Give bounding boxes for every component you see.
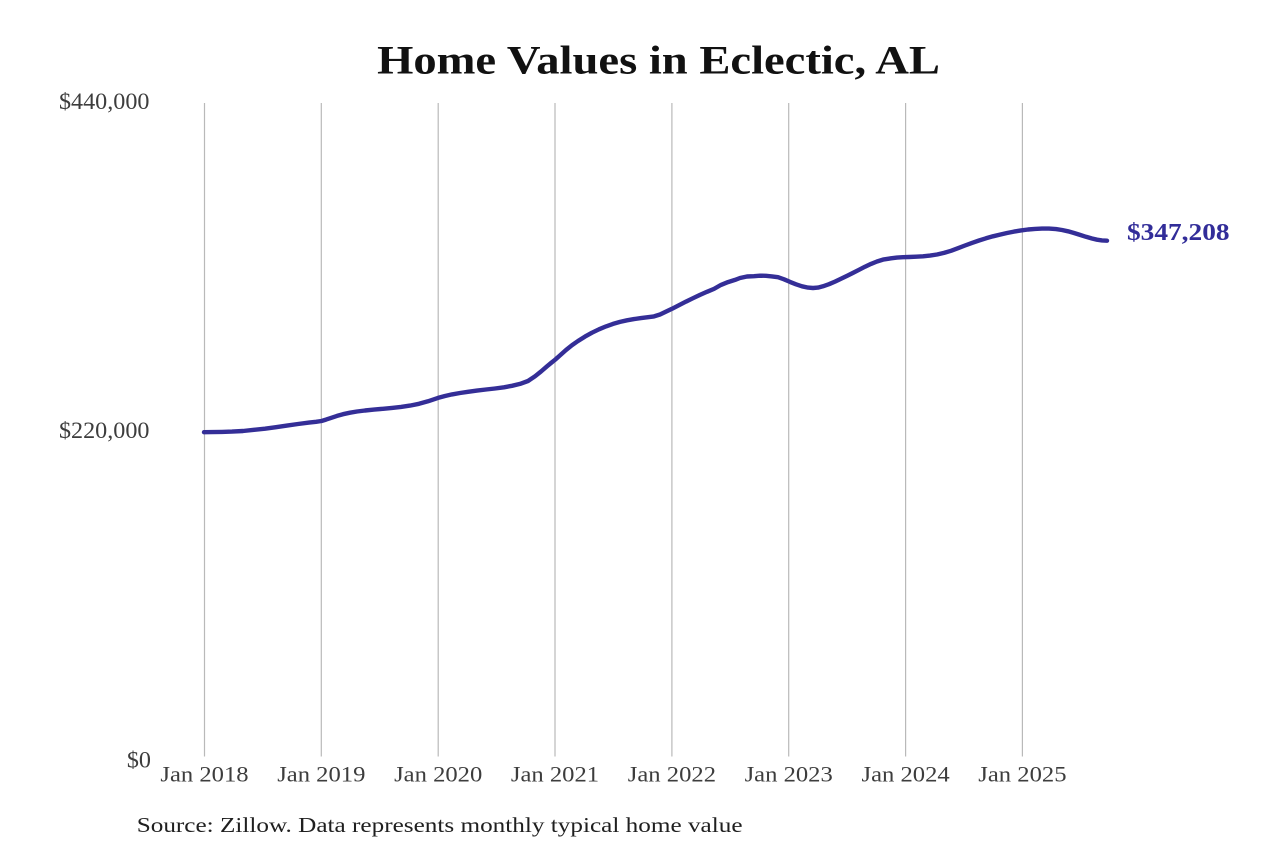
svg-text:Jan 2018: Jan 2018 bbox=[160, 763, 248, 788]
svg-text:$220,000: $220,000 bbox=[59, 418, 150, 443]
svg-text:$0: $0 bbox=[127, 748, 151, 773]
svg-text:Jan 2020: Jan 2020 bbox=[394, 763, 482, 788]
svg-text:$347,208: $347,208 bbox=[1127, 218, 1230, 245]
svg-text:Jan 2021: Jan 2021 bbox=[511, 763, 599, 788]
svg-text:Jan 2025: Jan 2025 bbox=[978, 763, 1066, 788]
svg-text:Source: Zillow. Data represent: Source: Zillow. Data represents monthly … bbox=[137, 814, 743, 838]
svg-text:Jan 2023: Jan 2023 bbox=[745, 763, 833, 788]
svg-text:Jan 2024: Jan 2024 bbox=[861, 763, 949, 788]
svg-text:Jan 2019: Jan 2019 bbox=[277, 763, 365, 788]
svg-text:Home Values in Eclectic, AL: Home Values in Eclectic, AL bbox=[377, 39, 940, 83]
svg-text:$440,000: $440,000 bbox=[59, 89, 150, 114]
svg-text:Jan 2022: Jan 2022 bbox=[628, 763, 716, 788]
